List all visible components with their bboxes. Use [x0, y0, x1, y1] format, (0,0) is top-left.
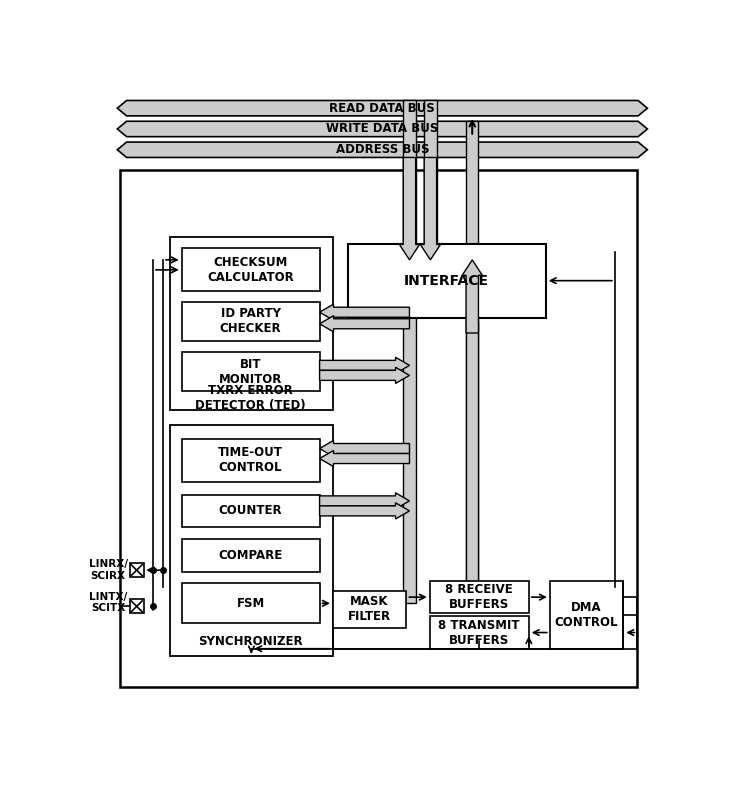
Text: 8 RECEIVE
BUFFERS: 8 RECEIVE BUFFERS — [445, 583, 513, 612]
Bar — [181, 352, 320, 391]
Bar — [403, 101, 416, 603]
Polygon shape — [118, 101, 648, 116]
Bar — [181, 539, 320, 571]
Text: ID PARTY
CHECKER: ID PARTY CHECKER — [220, 307, 281, 336]
Text: WRITE DATA BUS: WRITE DATA BUS — [326, 123, 439, 135]
Text: SYNCHRONIZER: SYNCHRONIZER — [198, 634, 303, 648]
Bar — [170, 425, 333, 656]
Polygon shape — [462, 260, 482, 333]
Bar — [181, 583, 320, 623]
Text: LINRX/
SCIRX: LINRX/ SCIRX — [89, 560, 127, 581]
Bar — [466, 121, 479, 603]
Bar — [130, 564, 144, 577]
Polygon shape — [320, 304, 409, 321]
Polygon shape — [400, 157, 420, 260]
Bar — [333, 591, 406, 628]
Polygon shape — [118, 142, 648, 157]
Text: ADDRESS BUS: ADDRESS BUS — [336, 143, 429, 156]
Bar — [170, 237, 333, 410]
Text: 8 TRANSMIT
BUFFERS: 8 TRANSMIT BUFFERS — [439, 619, 520, 647]
Bar — [181, 494, 320, 527]
Bar — [181, 248, 320, 292]
Text: READ DATA BUS: READ DATA BUS — [329, 101, 435, 115]
Polygon shape — [420, 157, 440, 260]
Polygon shape — [320, 493, 409, 509]
Text: CHECKSUM
CALCULATOR: CHECKSUM CALCULATOR — [207, 256, 294, 284]
Text: LINTX/
SCITX: LINTX/ SCITX — [89, 592, 127, 613]
Polygon shape — [320, 503, 409, 519]
Polygon shape — [320, 316, 409, 332]
Text: FSM: FSM — [237, 597, 265, 610]
Bar — [181, 439, 320, 482]
Polygon shape — [320, 450, 409, 467]
Text: BIT
MONITOR: BIT MONITOR — [219, 358, 282, 385]
Bar — [430, 581, 529, 613]
Polygon shape — [320, 440, 409, 457]
Polygon shape — [320, 358, 409, 373]
Text: INTERFACE: INTERFACE — [404, 274, 489, 288]
Bar — [120, 170, 637, 687]
Bar — [349, 244, 546, 318]
Polygon shape — [320, 367, 409, 384]
Polygon shape — [118, 121, 648, 137]
Text: COUNTER: COUNTER — [219, 505, 283, 517]
Bar — [424, 101, 437, 271]
Bar — [430, 616, 529, 648]
Text: MASK
FILTER: MASK FILTER — [348, 596, 391, 623]
Bar — [550, 581, 623, 648]
Bar — [466, 321, 479, 603]
Bar — [130, 600, 144, 613]
Text: TXRX ERROR
DETECTOR (TED): TXRX ERROR DETECTOR (TED) — [195, 384, 306, 413]
Text: DMA
CONTROL: DMA CONTROL — [554, 601, 618, 629]
Text: COMPARE: COMPARE — [218, 549, 283, 562]
Text: TIME-OUT
CONTROL: TIME-OUT CONTROL — [218, 446, 283, 474]
Bar — [181, 303, 320, 340]
